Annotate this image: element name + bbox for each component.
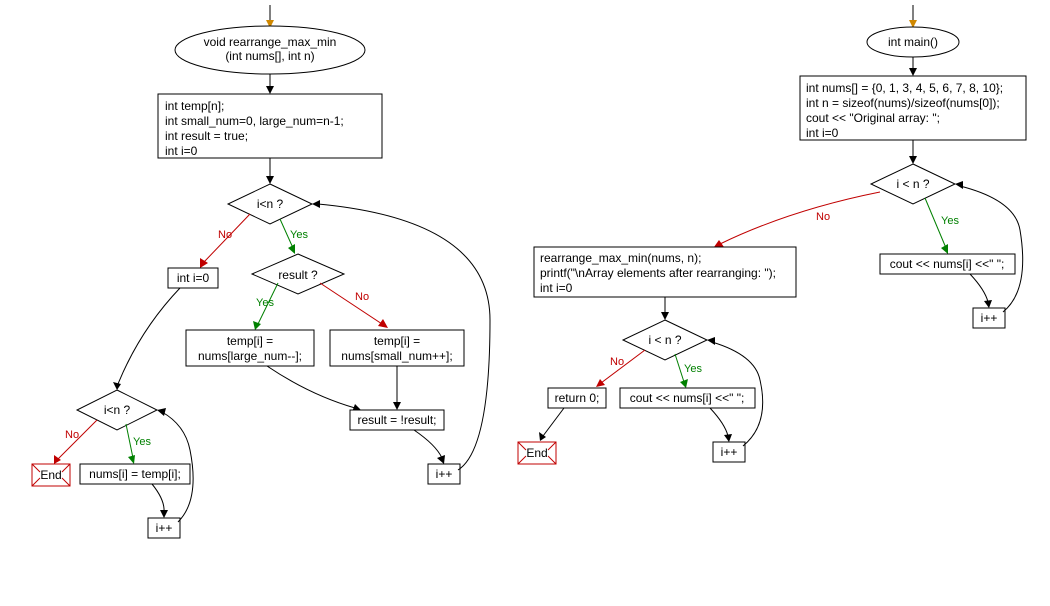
svg-text:i++: i++ — [156, 521, 173, 535]
svg-text:int small_num=0, large_num=n-1: int small_num=0, large_num=n-1; — [165, 114, 344, 128]
svg-text:i<n ?: i<n ? — [257, 197, 284, 211]
func-name-l1: void rearrange_max_min — [204, 35, 337, 49]
svg-text:int n = sizeof(nums)/sizeof(nu: int n = sizeof(nums)/sizeof(nums[0]); — [806, 96, 1000, 110]
svg-text:temp[i] =: temp[i] = — [374, 334, 420, 348]
flowchart-svg: void rearrange_max_min (int nums[], int … — [0, 0, 1050, 606]
svg-text:int i=0: int i=0 — [177, 271, 210, 285]
svg-text:Yes: Yes — [290, 229, 308, 241]
svg-text:Yes: Yes — [684, 363, 702, 375]
svg-text:int i=0: int i=0 — [806, 126, 839, 140]
svg-text:Yes: Yes — [256, 297, 274, 309]
svg-text:i++: i++ — [436, 467, 453, 481]
svg-text:i < n ?: i < n ? — [896, 177, 929, 191]
svg-text:i++: i++ — [981, 311, 998, 325]
svg-text:int main(): int main() — [888, 35, 938, 49]
svg-text:int i=0: int i=0 — [540, 281, 573, 295]
svg-text:No: No — [816, 211, 830, 223]
svg-text:No: No — [610, 356, 624, 368]
svg-text:return 0;: return 0; — [555, 391, 600, 405]
svg-text:nums[i] = temp[i];: nums[i] = temp[i]; — [89, 467, 181, 481]
svg-text:int temp[n];: int temp[n]; — [165, 99, 224, 113]
svg-text:nums[large_num--];: nums[large_num--]; — [198, 349, 302, 363]
svg-text:i < n ?: i < n ? — [648, 333, 681, 347]
svg-text:Yes: Yes — [941, 215, 959, 227]
func-name-l2: (int nums[], int n) — [225, 49, 314, 63]
svg-text:cout << nums[i] <<" ";: cout << nums[i] <<" "; — [890, 257, 1005, 271]
svg-text:No: No — [65, 429, 79, 441]
svg-text:temp[i] =: temp[i] = — [227, 334, 273, 348]
svg-text:i++: i++ — [721, 445, 738, 459]
svg-text:End: End — [40, 468, 61, 482]
svg-text:cout << nums[i] <<" ";: cout << nums[i] <<" "; — [630, 391, 745, 405]
svg-text:result ?: result ? — [278, 268, 318, 282]
svg-text:nums[small_num++];: nums[small_num++]; — [341, 349, 452, 363]
svg-text:printf("\nArray elements after: printf("\nArray elements after rearrangi… — [540, 266, 776, 280]
svg-text:End: End — [526, 446, 547, 460]
svg-text:int i=0: int i=0 — [165, 144, 198, 158]
svg-text:cout << "Original array: ";: cout << "Original array: "; — [806, 111, 940, 125]
svg-text:Yes: Yes — [133, 436, 151, 448]
svg-text:No: No — [355, 291, 369, 303]
svg-text:int result = true;: int result = true; — [165, 129, 248, 143]
svg-text:int nums[] = {0, 1, 3, 4, 5, 6: int nums[] = {0, 1, 3, 4, 5, 6, 7, 8, 10… — [806, 81, 1003, 95]
svg-text:rearrange_max_min(nums, n);: rearrange_max_min(nums, n); — [540, 251, 701, 265]
svg-text:i<n ?: i<n ? — [104, 403, 131, 417]
svg-text:result = !result;: result = !result; — [357, 413, 436, 427]
svg-text:No: No — [218, 229, 232, 241]
